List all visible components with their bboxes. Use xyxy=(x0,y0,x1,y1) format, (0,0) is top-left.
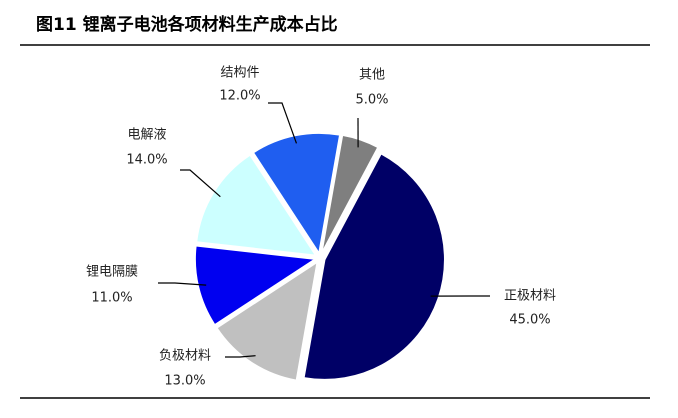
leader-line xyxy=(158,282,207,286)
value-label: 12.0% xyxy=(219,89,260,104)
value-label: 45.0% xyxy=(509,313,550,328)
value-label: 11.0% xyxy=(91,291,132,306)
leader-line xyxy=(180,169,221,198)
pie-slice xyxy=(194,244,318,326)
value-label: 14.0% xyxy=(126,153,167,168)
pie-slice xyxy=(320,134,379,254)
pie-slice xyxy=(195,153,318,257)
slice-label: 负极材料 xyxy=(159,349,211,364)
pie-slice xyxy=(215,260,319,382)
slice-label: 正极材料 xyxy=(504,289,556,304)
slice-label: 结构件 xyxy=(220,66,259,81)
leader-line xyxy=(225,355,256,358)
slice-label: 锂电隔膜 xyxy=(86,265,138,280)
chart-title: 图11 锂离子电池各项材料生产成本占比 xyxy=(36,14,338,35)
slice-label: 其他 xyxy=(359,68,385,83)
pie-slice xyxy=(252,132,341,256)
slice-label: 电解液 xyxy=(127,128,166,143)
leader-line xyxy=(268,102,298,144)
pie-slice xyxy=(303,152,446,381)
value-label: 13.0% xyxy=(164,374,205,389)
value-label: 5.0% xyxy=(355,93,388,108)
